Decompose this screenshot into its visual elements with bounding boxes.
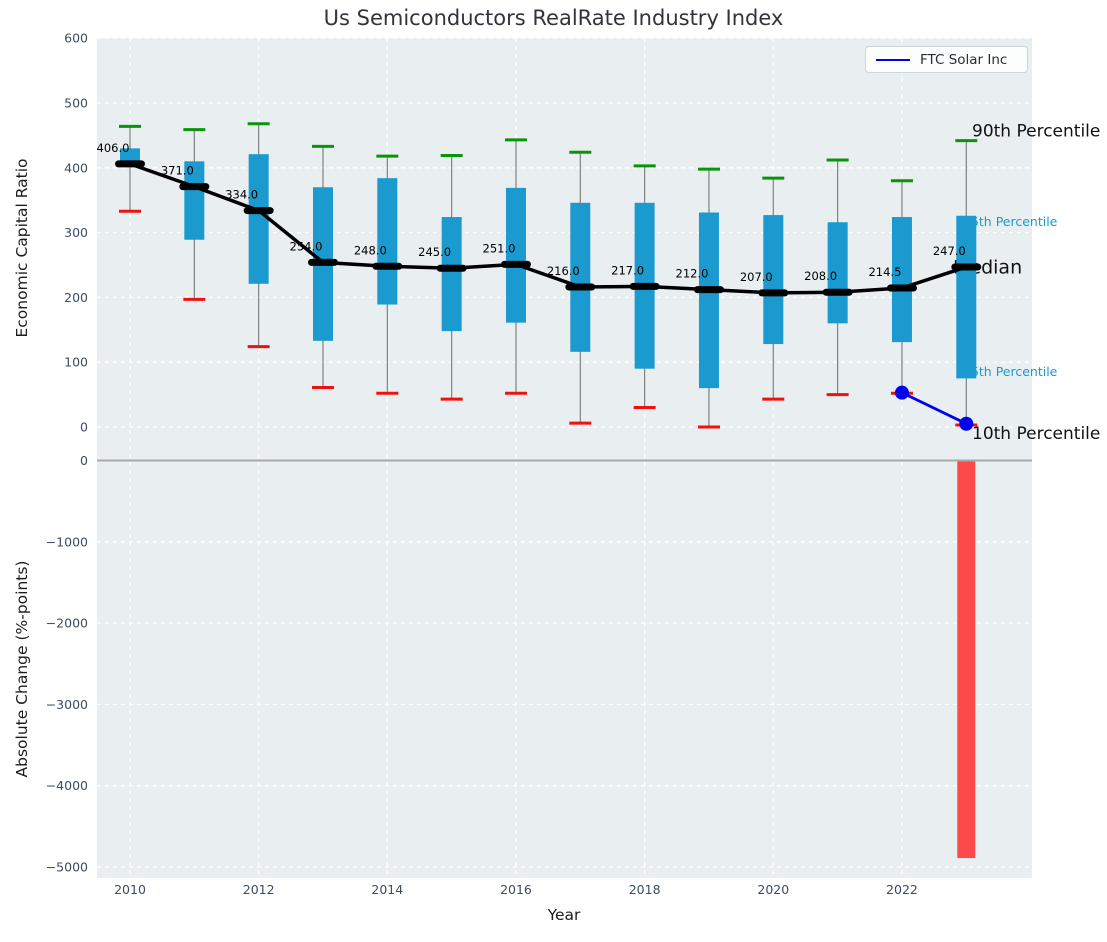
median-marker	[629, 282, 660, 290]
median-value-label: 212.0	[676, 267, 709, 281]
median-value-label: 254.0	[290, 239, 323, 253]
annotation-10th-percentile: 10th Percentile	[972, 424, 1100, 444]
annotation-90th-percentile: 90th Percentile	[972, 122, 1100, 142]
plot-background	[97, 38, 1032, 878]
median-value-label: 247.0	[933, 244, 966, 258]
median-value-label: 208.0	[804, 269, 837, 283]
y-axis-tick-top: 0	[80, 420, 88, 435]
chart-title: Us Semiconductors RealRate Industry Inde…	[323, 6, 784, 30]
y-axis-tick-bottom: 0	[80, 453, 88, 468]
y-axis-tick-top: 600	[64, 31, 88, 46]
median-marker	[500, 260, 531, 268]
median-marker	[565, 283, 596, 291]
legend-label: FTC Solar Inc	[920, 51, 1008, 68]
x-axis-tick: 2010	[114, 882, 146, 897]
median-value-label: 406.0	[97, 141, 130, 155]
iqr-box	[763, 215, 784, 345]
y-axis-tick-bottom: −2000	[46, 616, 88, 631]
iqr-box	[827, 222, 848, 324]
ftc-solar-point	[894, 385, 909, 400]
median-value-label: 371.0	[161, 164, 194, 178]
y-axis-tick-top: 200	[64, 290, 88, 305]
y-axis-label-bottom: Absolute Change (%-points)	[13, 560, 31, 778]
median-value-label: 245.0	[418, 245, 451, 259]
ftc-solar-line	[901, 391, 967, 426]
median-marker	[307, 258, 338, 266]
iqr-box	[698, 212, 719, 389]
median-value-label: 216.0	[547, 264, 580, 278]
annotation-75th-percentile: 75th Percentile	[963, 214, 1058, 229]
median-marker	[822, 288, 853, 296]
median-marker	[758, 289, 789, 297]
median-marker	[243, 207, 274, 215]
x-axis-tick: 2020	[757, 882, 789, 897]
median-value-label: 334.0	[225, 188, 258, 202]
median-marker	[951, 263, 982, 271]
median-value-label: 214.5	[868, 265, 901, 279]
iqr-box	[505, 187, 526, 323]
median-value-label: 251.0	[483, 241, 516, 255]
median-marker	[372, 262, 403, 270]
x-axis-tick: 2014	[371, 882, 403, 897]
y-axis-tick-bottom: −4000	[46, 778, 88, 793]
y-axis-tick-bottom: −3000	[46, 697, 88, 712]
y-axis-label-top: Economic Capital Ratio	[13, 158, 31, 338]
x-axis-tick: 2016	[500, 882, 532, 897]
legend: FTC Solar Inc	[865, 46, 1028, 73]
median-value-label: 248.0	[354, 243, 387, 257]
median-marker	[436, 264, 467, 272]
x-axis-tick: 2022	[886, 882, 918, 897]
annotation-25th-percentile: 25th Percentile	[963, 364, 1058, 379]
x-axis-tick: 2012	[243, 882, 275, 897]
change-bar	[957, 460, 976, 859]
iqr-box	[441, 217, 462, 332]
median-marker	[115, 160, 145, 168]
y-axis-tick-top: 100	[64, 355, 88, 370]
y-axis-tick-top: 400	[64, 160, 88, 175]
legend-line-swatch	[876, 58, 910, 61]
ftc-solar-point	[959, 416, 974, 431]
median-value-label: 217.0	[611, 263, 644, 277]
y-axis-tick-bottom: −1000	[46, 534, 88, 549]
y-axis-tick-bottom: −5000	[46, 860, 88, 875]
x-axis-tick: 2018	[629, 882, 661, 897]
median-marker	[886, 284, 917, 292]
median-marker	[179, 183, 210, 191]
x-axis-label: Year	[547, 906, 581, 924]
iqr-box	[956, 215, 977, 379]
y-axis-tick-top: 500	[64, 96, 88, 111]
iqr-box	[377, 178, 398, 305]
iqr-box	[248, 154, 269, 284]
iqr-box	[184, 161, 205, 240]
iqr-box	[570, 202, 591, 352]
median-marker	[693, 286, 724, 294]
y-axis-tick-top: 300	[64, 225, 88, 240]
iqr-box	[891, 217, 912, 343]
median-value-label: 207.0	[740, 270, 773, 284]
